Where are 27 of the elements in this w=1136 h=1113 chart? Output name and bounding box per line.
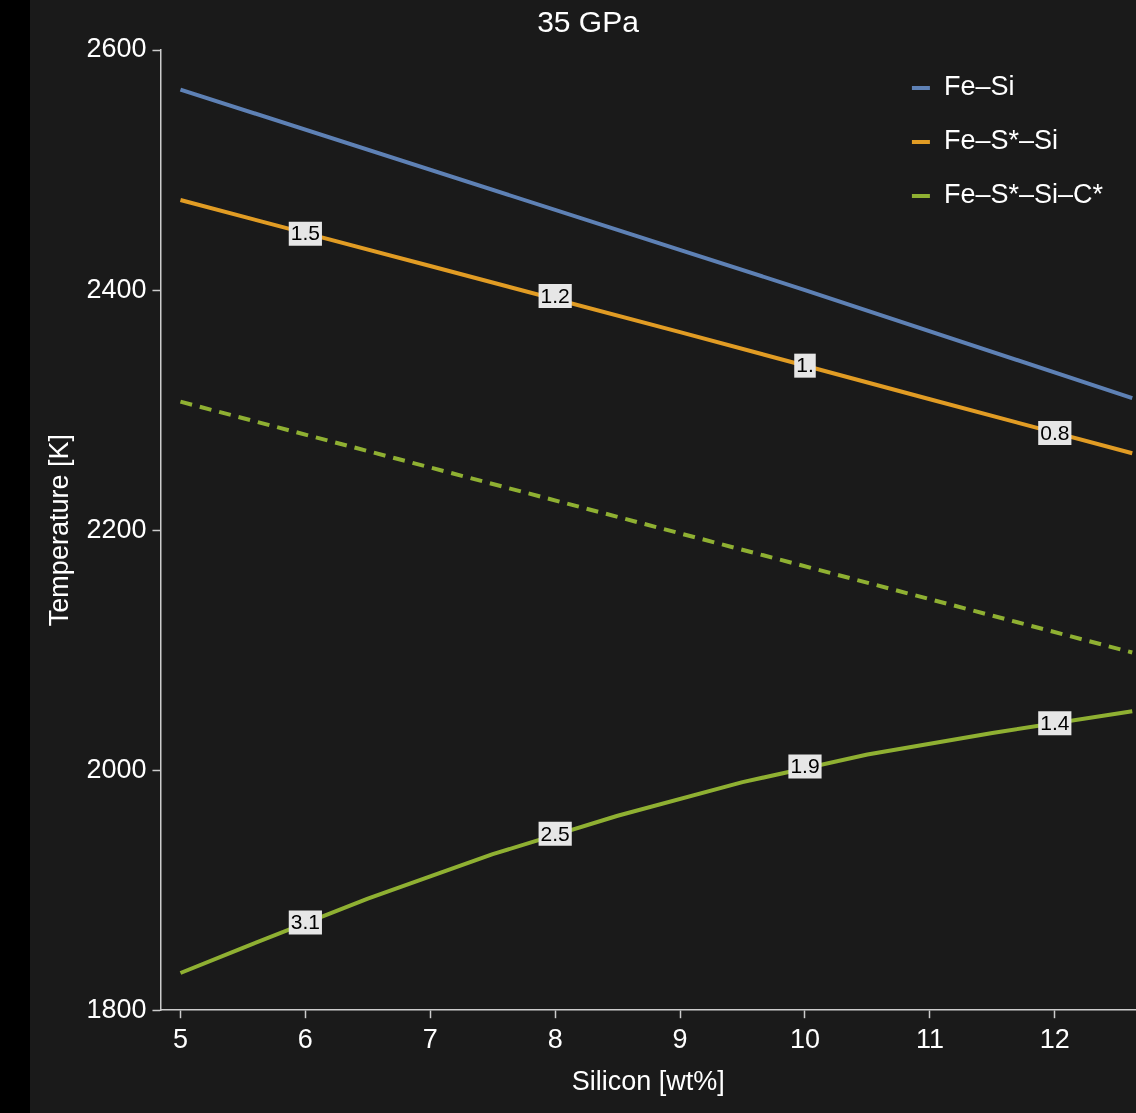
legend-label: Fe–Si (943, 71, 1015, 102)
annotation: 3.1 (290, 910, 320, 934)
annotation: 1.2 (540, 283, 570, 307)
y-tick-label: 2000 (86, 753, 147, 784)
annotation: 2.5 (540, 821, 570, 845)
annotation: 1.9 (790, 754, 820, 778)
x-tick-label: 10 (789, 1023, 821, 1054)
y-tick-label: 2600 (86, 33, 147, 64)
y-tick-label: 2400 (86, 273, 147, 304)
chart-title: 35 GPa (537, 5, 640, 39)
x-tick-label: 11 (915, 1023, 944, 1054)
legend-label: Fe–S*–Si (943, 125, 1058, 156)
y-tick-label: 1800 (86, 993, 147, 1024)
x-tick-label: 7 (422, 1023, 438, 1054)
x-tick-label: 9 (672, 1023, 688, 1054)
x-tick-label: 5 (172, 1023, 188, 1054)
x-tick-label: 8 (547, 1023, 563, 1054)
annotation: 1.4 (1040, 711, 1070, 735)
annotation: 1. (796, 353, 814, 377)
annotation: 1.5 (290, 221, 320, 245)
y-tick-label: 2200 (86, 513, 147, 544)
y-axis-title: Temperature [K] (43, 434, 74, 627)
legend-label: Fe–S*–Si–C* (943, 179, 1104, 210)
x-tick-label: 12 (1039, 1023, 1070, 1054)
annotation: 0.8 (1040, 420, 1070, 444)
x-axis-title: Silicon [wt%] (571, 1066, 725, 1097)
x-tick-label: 6 (297, 1023, 313, 1054)
